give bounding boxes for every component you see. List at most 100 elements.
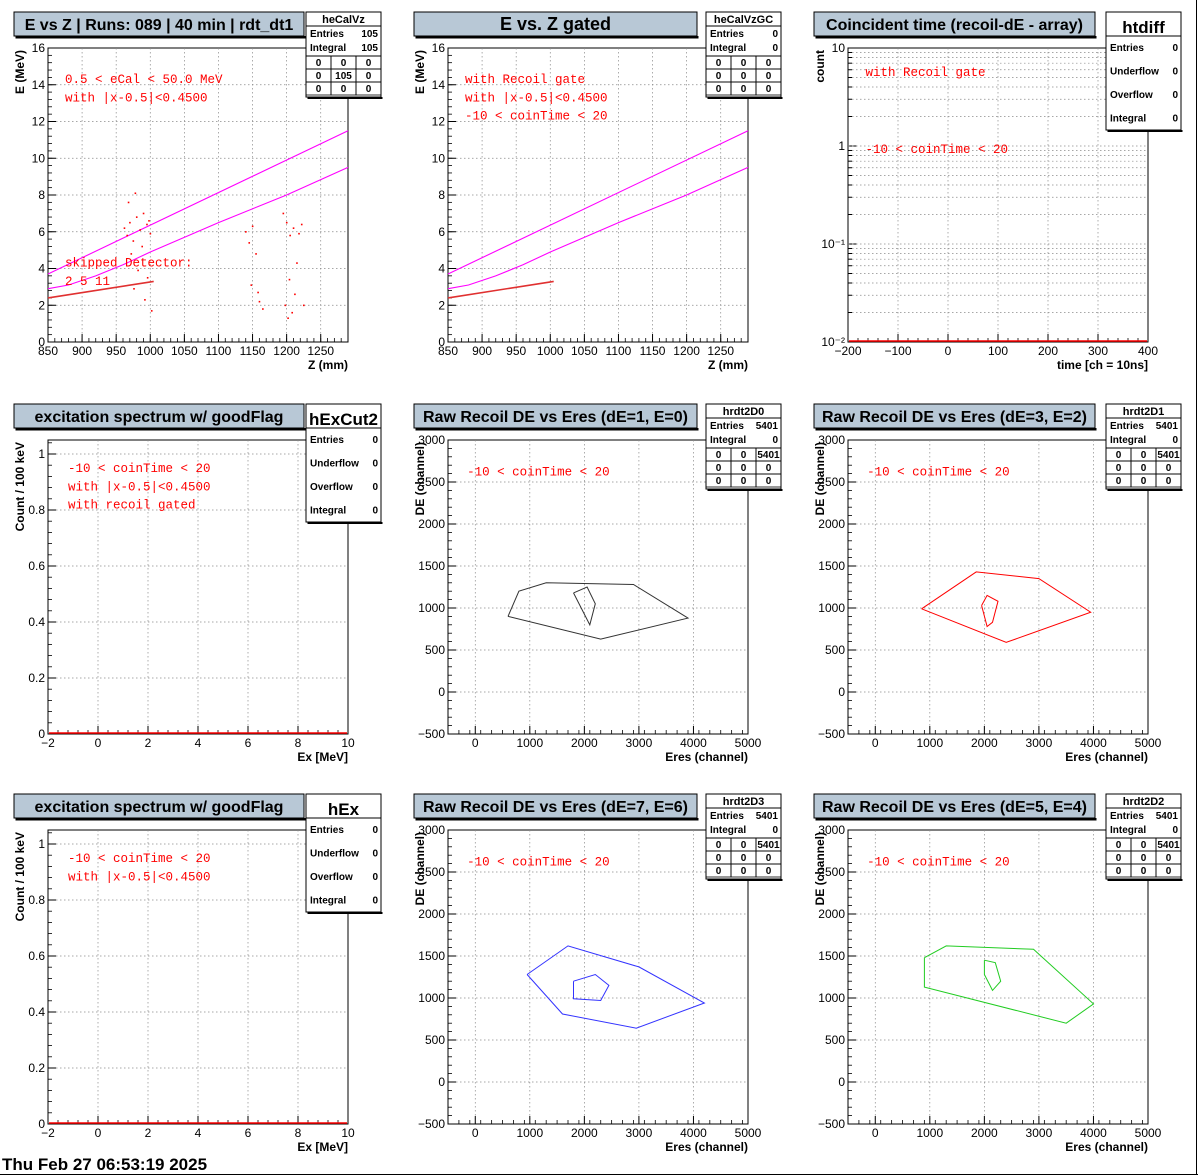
y-tick-label: −500: [818, 1117, 845, 1131]
stats-cell-value: 0: [741, 866, 747, 877]
stats-name: htdiff: [1122, 18, 1165, 37]
annotation-text: with |x-0.5|<0.4500: [68, 480, 211, 494]
x-tick-label: 1150: [640, 344, 666, 358]
y-tick-label: 3000: [418, 433, 445, 447]
stats-cell-value: 0: [766, 84, 772, 95]
stats-row-value: 0: [1172, 435, 1178, 446]
x-tick-label: 8: [295, 736, 302, 750]
data-point: [251, 225, 254, 228]
x-tick-label: 1100: [606, 344, 632, 358]
stats-name: hrdt2D0: [723, 406, 765, 418]
plot-p3: −200 −100 0 100 200 300 400 10⁻² 10⁻¹ 1 10 time [ch…: [813, 11, 1183, 372]
x-tick-label: 2000: [971, 736, 998, 750]
chart-title: Raw Recoil DE vs Eres (dE=1, E=0): [423, 409, 688, 426]
annotation-text: -10 < coinTime < 20: [867, 855, 1010, 869]
y-tick-label: 10⁻¹: [821, 237, 845, 251]
y-axis-label: Count / 100 keV: [13, 442, 27, 531]
annotation-text: with Recoil gate: [465, 73, 585, 87]
y-tick-label: 500: [425, 1033, 445, 1047]
plot-p6: 0 1000 2000 3000 4000 5000 −500 0 500 1000 1500 200…: [813, 403, 1183, 764]
x-tick-label: 4000: [680, 1126, 707, 1140]
stats-cell-value: 0: [316, 58, 322, 69]
y-tick-label: 14: [432, 78, 446, 92]
stats-cell-value: 0: [1166, 463, 1172, 474]
plot-frame: [847, 439, 1149, 735]
stats-row-label: Entries: [1110, 43, 1144, 54]
stats-row-value: 5401: [756, 811, 779, 822]
stats-shadow: [1107, 879, 1183, 881]
chart-title: excitation spectrum w/ goodFlag: [35, 409, 284, 426]
data-point: [292, 227, 295, 229]
stats-shadow: [1107, 130, 1183, 132]
y-tick-label: 3000: [418, 823, 445, 837]
x-tick-label: 1250: [307, 344, 334, 358]
x-axis-label: Z (mm): [708, 358, 748, 372]
data-point: [257, 291, 259, 294]
stats-name: hrdt2D1: [1123, 406, 1165, 418]
y-tick-label: 10: [832, 41, 846, 55]
stats-cell-value: 0: [1166, 476, 1172, 487]
stats-cell-value: 0: [316, 71, 322, 82]
x-axis-label: Ex [MeV]: [297, 750, 348, 764]
stats-cell-value: 0: [716, 476, 722, 487]
stats-shadow: [707, 489, 783, 491]
x-tick-label: 0: [472, 1126, 479, 1140]
stats-shadow: [1107, 489, 1183, 491]
stats-row-label: Entries: [710, 29, 744, 40]
data-point: [282, 212, 285, 215]
x-tick-label: 4000: [1080, 1126, 1107, 1140]
stats-row-value: 0: [372, 849, 378, 860]
stats-cell-value: 0: [1141, 463, 1147, 474]
stats-row-value: 0: [372, 435, 378, 446]
y-tick-label: 1000: [418, 601, 445, 615]
stats-row-value: 0: [1172, 114, 1178, 125]
x-tick-label: 5000: [735, 1126, 762, 1140]
x-tick-label: 1000: [516, 736, 543, 750]
stats-shadow: [307, 912, 383, 914]
x-tick-label: 1050: [171, 344, 198, 358]
x-tick-label: 10: [341, 736, 355, 750]
y-tick-label: 2000: [418, 907, 445, 921]
stats-name: hrdt2D3: [723, 796, 765, 808]
data-point: [255, 253, 257, 255]
x-axis-label: Ex [MeV]: [297, 1140, 348, 1154]
y-axis-label: DE (channel): [413, 442, 427, 515]
plot-p1: 850 900 950 1000 1050 1100 1150 1200 12500246810…: [13, 11, 383, 372]
data-point: [245, 231, 247, 233]
stats-row-label: Integral: [710, 435, 746, 446]
y-tick-label: 1500: [818, 559, 845, 573]
stats-row-label: Integral: [1110, 114, 1146, 125]
title-box: [413, 11, 698, 37]
stats-cell-value: 0: [1166, 853, 1172, 864]
title-shadow: [815, 36, 1097, 39]
plot-frame: [447, 439, 749, 735]
stats-name: heCalVz: [322, 14, 365, 26]
x-tick-label: 1200: [273, 344, 300, 358]
y-tick-label: 1000: [818, 601, 845, 615]
x-tick-label: 3000: [626, 1126, 653, 1140]
stats-cell: [755, 863, 782, 878]
stats-box: [1105, 11, 1182, 131]
stats-box: [305, 793, 382, 913]
data-point: [144, 299, 146, 301]
x-tick-label: −2: [41, 736, 55, 750]
title-shadow: [415, 428, 699, 431]
x-tick-label: −2: [41, 1126, 55, 1140]
y-tick-label: 4: [438, 262, 445, 276]
data-point: [302, 304, 305, 307]
y-tick-label: 12: [432, 115, 446, 129]
annotation-text: with recoil gated: [68, 499, 196, 513]
annotation-text: with |x-0.5|<0.4500: [465, 91, 608, 105]
x-tick-label: 400: [1138, 344, 1158, 358]
stats-cell-value: 0: [1116, 476, 1122, 487]
cut-polygon: [573, 973, 610, 1002]
chart-title: Coincident time (recoil-dE - array): [826, 17, 1083, 34]
x-axis-label: Eres (channel): [665, 750, 748, 764]
stats-cell-value: 0: [341, 84, 347, 95]
x-tick-label: 950: [506, 344, 526, 358]
chart-title: Raw Recoil DE vs Eres (dE=5, E=4): [822, 799, 1087, 816]
x-tick-label: 1100: [206, 344, 232, 358]
stats-cell-value: 0: [1166, 866, 1172, 877]
x-tick-label: 1050: [571, 344, 598, 358]
title-shadow: [815, 818, 1097, 821]
